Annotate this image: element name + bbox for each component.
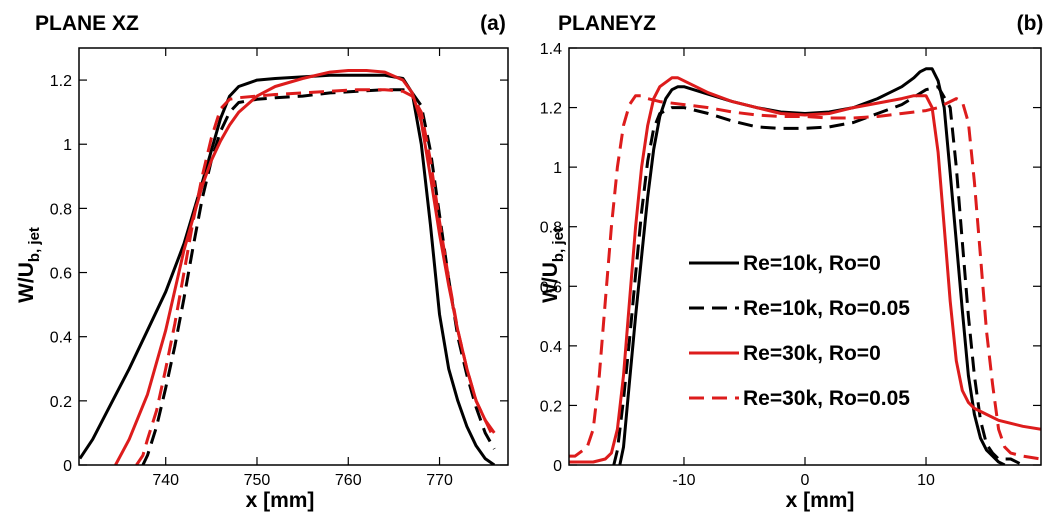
svg-text:W/Ub, jet: W/Ub, jet xyxy=(15,227,43,303)
panel-a-series-line-1 xyxy=(79,73,496,465)
panel-a-y-tick-label: 1.2 xyxy=(50,73,72,90)
panel-b-plot-area xyxy=(568,47,1042,466)
panel-a-series-line-3 xyxy=(114,69,496,465)
panel-a-y-axis-label: W/Ub, jet xyxy=(15,227,43,303)
panel-b-y-tick-label: 1 xyxy=(553,160,562,177)
panel-b-series-line-2 xyxy=(612,85,1024,465)
panel-b-ylabel-main: W/U xyxy=(539,262,562,303)
panel-b-legend: Re=10k, Ro=0 Re=10k, Ro=0.05 Re=30k, Ro=0 R… xyxy=(689,252,910,410)
legend-label-4: Re=30k, Ro=0.05 xyxy=(743,387,910,410)
panel-b-y-tick-label: 0.8 xyxy=(540,220,562,237)
panel-a-series-line-2 xyxy=(141,88,496,465)
panel-a-y-tick-label: 0.6 xyxy=(50,266,72,283)
panel-a-y-tick-label: 0.2 xyxy=(50,394,72,411)
panel-b-letter: (b) xyxy=(1017,12,1044,35)
panel-b-series-line-3 xyxy=(569,76,1041,464)
panel-a-frame xyxy=(78,47,509,466)
panel-b-tick-labels: -10 0 10 0 0.2 0.4 0.6 0.8 1 1.2 1.4 xyxy=(540,41,935,489)
svg-text:W/Ub, jet: W/Ub, jet xyxy=(539,227,567,303)
panel-a-x-tick-label: 750 xyxy=(244,472,271,489)
panel-a-letter: (a) xyxy=(480,12,506,35)
panel-b-frame xyxy=(568,47,1042,466)
panel-a-x-tick-label: 760 xyxy=(335,472,362,489)
panel-a-plot-area xyxy=(78,47,509,466)
panel-a-x-tick-label: 770 xyxy=(426,472,453,489)
legend-label-3: Re=30k, Ro=0 xyxy=(743,342,881,365)
panel-b-y-tick-label: 0.6 xyxy=(540,279,562,296)
panel-a-y-tick-label: 0.4 xyxy=(50,330,72,347)
panel-b-y-tick-label: 0.2 xyxy=(540,398,562,415)
legend-label-2: Re=10k, Ro=0.05 xyxy=(743,297,910,320)
panel-a-x-tick-label: 740 xyxy=(152,472,179,489)
panel-b-title: PLANEYZ xyxy=(558,12,656,35)
panel-a-y-tick-label: 0 xyxy=(63,458,72,475)
panel-b-y-tick-label: 0.4 xyxy=(540,339,562,356)
legend-label-1: Re=10k, Ro=0 xyxy=(743,252,881,275)
panel-b-series xyxy=(569,67,1041,465)
panel-a-x-axis-label: x [mm] xyxy=(246,489,315,512)
panel-b-plane-yz: PLANEYZ (b) W/Ub, jet x [mm] -10 0 10 0 0.2 0… xyxy=(539,12,1043,512)
panel-b-y-axis-label: W/Ub, jet xyxy=(539,227,567,303)
panel-a-plane-xz: PLANE XZ (a) W/Ub, jet x [mm] 740 750 760 7… xyxy=(15,12,509,512)
panel-b-x-tick-label: 0 xyxy=(801,472,810,489)
panel-b-x-tick-label: -10 xyxy=(672,472,695,489)
panel-b-y-tick-label: 1.4 xyxy=(540,41,562,58)
panel-a-tick-labels: 740 750 760 770 0 0.2 0.4 0.6 0.8 1 1.2 xyxy=(50,73,453,489)
panel-b-x-tick-label: 10 xyxy=(917,472,935,489)
panel-b-y-tick-label: 1.2 xyxy=(540,101,562,118)
panel-a-series xyxy=(79,69,496,465)
panel-a-series-line-4 xyxy=(135,88,496,465)
panel-b-y-tick-label: 0 xyxy=(553,458,562,475)
panel-a-title: PLANE XZ xyxy=(35,12,139,35)
panel-a-y-tick-label: 1 xyxy=(63,137,72,154)
panel-a-ylabel-sub: b, jet xyxy=(26,227,43,262)
panel-a-y-tick-label: 0.8 xyxy=(50,201,72,218)
panel-b-series-line-4 xyxy=(569,94,1041,461)
panel-b-ylabel-sub: b, jet xyxy=(550,227,567,262)
panel-b-x-axis-label: x [mm] xyxy=(786,489,855,512)
panel-a-ylabel-main: W/U xyxy=(15,262,38,303)
